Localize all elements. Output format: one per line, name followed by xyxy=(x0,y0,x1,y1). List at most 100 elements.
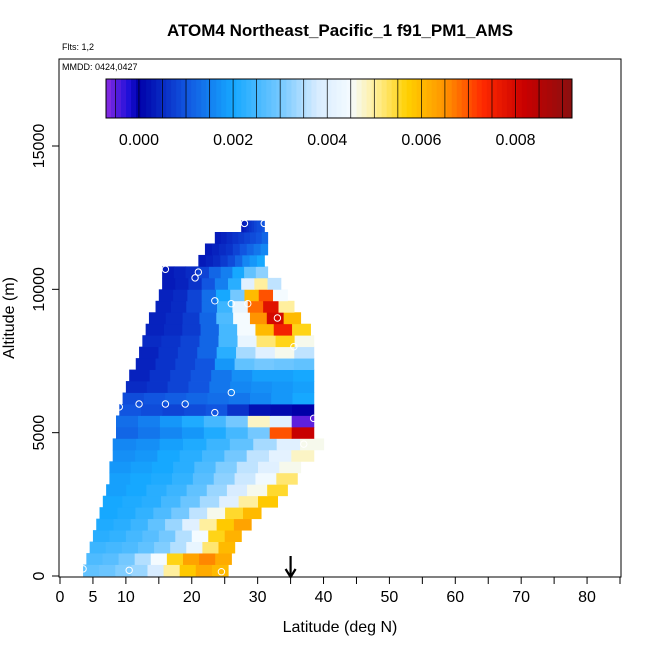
heatmap-cell xyxy=(247,484,268,497)
colorbar-segment xyxy=(381,79,388,118)
heatmap-cell xyxy=(220,254,229,267)
heatmap-row xyxy=(112,438,325,451)
heatmap-cell xyxy=(147,518,166,531)
heatmap-cell xyxy=(232,266,245,279)
heatmap-cell xyxy=(199,495,220,508)
sample-point xyxy=(161,265,170,273)
heatmap-cell xyxy=(143,392,166,405)
heatmap-row xyxy=(155,300,295,313)
colorbar-segment xyxy=(146,79,152,118)
sample-point xyxy=(161,400,170,408)
chart-title: ATOM4 Northeast_Pacific_1 f91_PM1_AMS xyxy=(167,21,513,40)
heatmap-cell xyxy=(150,553,168,565)
heatmap-cell xyxy=(269,415,293,428)
heatmap-cell xyxy=(227,254,236,267)
heatmap-cell xyxy=(140,404,164,416)
heatmap-row xyxy=(102,495,279,508)
heatmap-cell xyxy=(271,381,294,393)
x-tick-label: 10 xyxy=(117,589,135,606)
colorbar-segment xyxy=(516,79,523,118)
colorbar-segment xyxy=(151,79,157,118)
heatmap-cell xyxy=(242,254,251,267)
sample-point xyxy=(211,297,219,305)
heatmap-cell xyxy=(187,289,203,302)
heatmap-cell xyxy=(266,312,285,325)
heatmap-cell xyxy=(293,369,315,382)
heatmap-cell xyxy=(238,232,245,244)
colorbar-segment xyxy=(521,79,528,118)
colorbar-segment xyxy=(366,79,373,118)
x-tick-label: 20 xyxy=(183,589,201,606)
heatmap-cell xyxy=(137,415,161,428)
colorbar-segment xyxy=(251,79,257,118)
heatmap-cell xyxy=(99,564,116,577)
heatmap-cell xyxy=(232,300,249,313)
heatmap-row xyxy=(109,472,298,485)
heatmap-row xyxy=(83,564,229,577)
colorbar-segment xyxy=(296,79,302,118)
colorbar-segment xyxy=(241,79,247,118)
colorbar-segment xyxy=(416,79,423,118)
heatmap-cell xyxy=(137,426,161,439)
sample-point xyxy=(260,219,268,228)
heatmap-cell xyxy=(258,495,279,508)
heatmap-cell xyxy=(166,484,188,497)
heatmap-cell xyxy=(215,461,238,474)
heatmap-row xyxy=(198,254,265,267)
heatmap-cell xyxy=(200,323,220,336)
heatmap-cell xyxy=(291,449,315,462)
heatmap-cell xyxy=(253,243,262,256)
heatmap-cell xyxy=(248,404,272,416)
colorbar-segment xyxy=(531,79,538,118)
heatmap-cell xyxy=(134,553,152,565)
colorbar-segment xyxy=(196,79,202,118)
colorbar-segment xyxy=(431,79,438,118)
heatmap-cell xyxy=(151,461,174,474)
colorbar-segment xyxy=(291,79,297,118)
heatmap-cell xyxy=(232,232,239,244)
heatmap-cell xyxy=(92,530,111,542)
heatmap-cell xyxy=(225,426,249,439)
sample-point xyxy=(181,400,189,408)
colorbar-segment xyxy=(221,79,227,118)
heatmap-cell xyxy=(244,266,257,279)
heatmap-row xyxy=(125,381,315,393)
heatmap-row xyxy=(86,553,232,565)
colorbar-segment xyxy=(356,79,363,118)
sample-point xyxy=(135,400,143,408)
colorbar-segment xyxy=(316,79,322,118)
colorbar-segment xyxy=(181,79,187,118)
heatmap-cell xyxy=(226,484,248,497)
colorbar-segment xyxy=(426,79,433,118)
heatmap-cell xyxy=(186,392,209,405)
heatmap-cell xyxy=(255,323,275,336)
colorbar-segment xyxy=(111,79,117,118)
heatmap-cell xyxy=(209,381,231,393)
colorbar-tick-label: 0.008 xyxy=(495,132,535,149)
heatmap-cell xyxy=(246,220,250,233)
heatmap-cell xyxy=(192,472,215,485)
colorbar-segment xyxy=(501,79,508,118)
heatmap-cell xyxy=(292,381,315,393)
arrow-head xyxy=(284,568,297,580)
heatmap-cell xyxy=(283,312,302,325)
heatmap-cell xyxy=(155,300,172,313)
colorbar-segment xyxy=(301,79,307,118)
heatmap-cell xyxy=(294,335,315,348)
x-axis-label: Latitude (deg N) xyxy=(283,619,398,636)
colorbar-segment xyxy=(116,79,122,118)
heatmap-cell xyxy=(279,461,302,474)
heatmap-cell xyxy=(159,415,183,428)
heatmap-cell xyxy=(254,358,275,370)
heatmap-cell xyxy=(131,564,149,577)
heatmap-cell xyxy=(249,312,268,325)
heatmap-row xyxy=(162,277,282,290)
colorbar-segment xyxy=(271,79,277,118)
sample-point xyxy=(217,568,226,576)
heatmap-cell xyxy=(215,289,231,302)
heatmap-cell xyxy=(155,358,176,370)
heatmap-cell xyxy=(201,300,218,313)
heatmap-cell xyxy=(218,335,239,348)
heatmap-cell xyxy=(252,369,274,382)
heatmap-cell xyxy=(173,266,187,279)
